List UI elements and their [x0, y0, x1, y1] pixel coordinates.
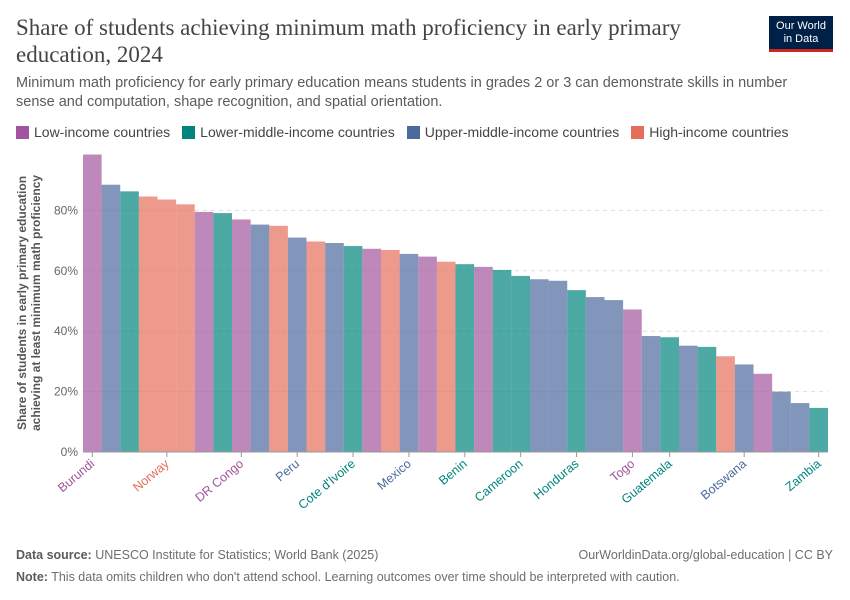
- x-tick-label: Benin: [436, 457, 470, 488]
- legend-swatch: [406, 125, 420, 139]
- legend-label: High-income countries: [649, 124, 789, 140]
- bar: [734, 364, 754, 452]
- bar: [362, 248, 381, 452]
- bar: [548, 280, 568, 452]
- legend-item-upper-middle-income[interactable]: Upper-middle-income countries: [406, 124, 620, 140]
- legend-item-lower-middle-income[interactable]: Lower-middle-income countries: [182, 124, 395, 140]
- note-label: Note:: [16, 570, 48, 584]
- bar: [716, 356, 735, 452]
- bar: [418, 256, 437, 452]
- bar: [157, 199, 177, 452]
- logo-line-1: Our World: [776, 20, 826, 32]
- bar: [194, 211, 214, 452]
- bar: [641, 336, 661, 452]
- bar: [474, 266, 493, 452]
- bar: [492, 269, 512, 452]
- source-label: Data source:: [16, 548, 92, 562]
- bar: [511, 275, 530, 452]
- legend-swatch: [182, 125, 196, 139]
- bar: [455, 264, 475, 452]
- bar: [325, 243, 344, 452]
- x-tick-label: Cameroon: [472, 457, 526, 505]
- data-source: Data source: UNESCO Institute for Statis…: [16, 548, 378, 562]
- bar: [530, 279, 549, 452]
- bar: [697, 346, 717, 452]
- bar: [585, 297, 605, 452]
- x-tick-label: Cote d'Ivoire: [296, 457, 358, 513]
- chart-title: Share of students achieving minimum math…: [16, 15, 681, 67]
- legend-label: Low-income countries: [34, 124, 171, 140]
- bar: [176, 204, 195, 452]
- bar: [567, 290, 586, 452]
- x-tick-label: Togo: [608, 457, 638, 485]
- bar: [232, 219, 251, 452]
- y-tick-label: 0%: [61, 445, 79, 459]
- x-tick-label: DR Congo: [193, 457, 247, 505]
- bar: [436, 261, 456, 452]
- y-tick-label: 60%: [54, 264, 78, 278]
- chart-legend: Low-income countries Lower-middle-income…: [16, 124, 801, 140]
- y-tick-label: 40%: [54, 324, 78, 338]
- chart-note: Note: This data omits children who don't…: [16, 570, 680, 584]
- legend-swatch: [631, 125, 645, 139]
- bar: [120, 191, 139, 452]
- y-tick-label: 20%: [54, 385, 78, 399]
- legend-item-low-income[interactable]: Low-income countries: [16, 124, 170, 140]
- x-tick-label: Honduras: [531, 457, 582, 503]
- bar: [623, 309, 642, 452]
- bar: [660, 337, 679, 452]
- legend-swatch: [16, 125, 29, 139]
- legend-label: Upper-middle-income countries: [424, 124, 620, 140]
- x-tick-label: Norway: [130, 456, 172, 494]
- bar: [269, 225, 288, 452]
- bar: [138, 196, 158, 452]
- note-text: This data omits children who don't atten…: [51, 570, 680, 584]
- owid-logo[interactable]: Our World in Data: [769, 16, 833, 52]
- bar: [343, 246, 363, 452]
- logo-line-2: in Data: [783, 33, 819, 45]
- bar: [83, 154, 102, 452]
- y-axis-title: achieving at least minimum math proficie…: [29, 175, 43, 431]
- bar-chart: 0%20%40%60%80%Burundi Norway DR Congo PeruC…: [15, 154, 828, 513]
- bar: [101, 184, 121, 453]
- source-text: UNESCO Institute for Statistics; World B…: [95, 548, 379, 562]
- bar: [790, 403, 810, 452]
- legend-label: Lower-middle-income countries: [200, 124, 395, 140]
- source-url-link[interactable]: OurWorldinData.org/global-education | CC…: [578, 548, 833, 562]
- bar: [809, 407, 828, 452]
- chart-subtitle: Minimum math proficiency for early prima…: [16, 75, 788, 110]
- bar: [753, 373, 773, 452]
- bar: [381, 249, 400, 452]
- legend-item-high-income[interactable]: High-income countries: [631, 124, 789, 140]
- x-tick-label: Botswana: [698, 457, 749, 503]
- bar: [604, 300, 624, 452]
- y-axis-title: Share of students in early primary educa…: [15, 176, 29, 430]
- bar: [213, 213, 232, 452]
- y-tick-label: 80%: [54, 203, 78, 217]
- bar: [306, 241, 326, 452]
- bar: [399, 253, 419, 452]
- x-tick-label: Burundi: [55, 457, 97, 495]
- bar: [679, 345, 698, 452]
- bar: [772, 391, 791, 452]
- bar: [287, 237, 307, 452]
- x-tick-label: Peru: [273, 457, 302, 485]
- x-tick-label: Mexico: [375, 457, 414, 493]
- bar: [250, 224, 270, 452]
- x-tick-label: Zambia: [783, 457, 824, 495]
